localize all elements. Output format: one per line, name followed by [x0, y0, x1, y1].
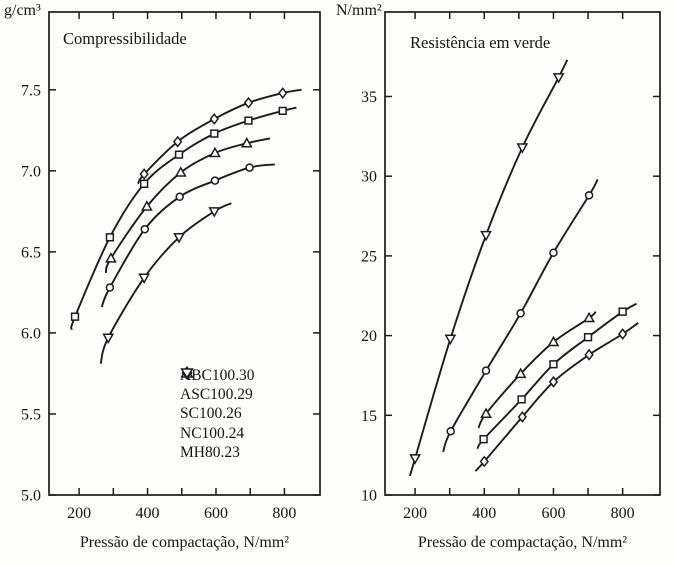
right-x-tick-label: 400 [472, 505, 496, 522]
right-series-SC100.26-curve [477, 310, 597, 429]
right-plot-frame [384, 11, 661, 496]
right-y-tick-label: 30 [361, 169, 377, 186]
right-series-MH80.23-marker [516, 143, 529, 154]
right-series-SC100.26-marker [480, 407, 492, 418]
right-y-tick-label: 15 [361, 408, 377, 425]
legend-item-sc100-26: SC100.26 [180, 366, 255, 424]
right-series-MH80.23-curve [408, 59, 569, 477]
left-chart-x-axis-label: Pressão de compactação, N/mm² [79, 534, 290, 551]
left-y-tick-label: 7.5 [21, 82, 41, 99]
left-plot-frame [48, 11, 321, 496]
left-series-ASC100.29-marker [139, 179, 149, 188]
legend-label: ASC100.29 [180, 386, 253, 404]
left-series-ASC100.29-marker [210, 129, 219, 138]
left-series-NC100.24-curve [100, 163, 275, 308]
right-series-ASC100.29-marker [517, 395, 526, 404]
right-x-tick-label: 600 [541, 505, 565, 522]
left-x-tick-label: 200 [67, 505, 91, 522]
left-series-SC100.26-marker [174, 166, 187, 177]
right-series-ASC100.29-curve [476, 302, 637, 450]
left-x-tick-label: 800 [272, 505, 296, 522]
left-chart-title: Compressibilidade [63, 29, 187, 48]
legend-label: MH80.23 [180, 444, 240, 462]
legend-item-mh80-23: MH80.23 [180, 368, 255, 463]
left-series-ABC100.30-marker [139, 168, 149, 180]
right-series-NC100.24-marker [549, 248, 558, 257]
left-series-ABC100.30-marker [278, 87, 288, 99]
left-series-SC100.26-marker [140, 200, 153, 211]
legend: ABC100.30 ASC100.29 SC100.26 NC100.24 MH… [180, 366, 255, 463]
left-series-NC100.24-marker [210, 176, 220, 185]
left-chart-y-unit-label: g/cm³ [4, 2, 41, 19]
left-series-ABC100.30-curve [137, 88, 302, 185]
left-y-tick-label: 6.0 [21, 325, 41, 342]
triangle-down-marker-icon [180, 368, 194, 380]
right-series-ASC100.29-marker [549, 360, 558, 369]
right-series-NC100.24-marker [446, 426, 455, 436]
left-y-tick-label: 7.0 [21, 163, 41, 180]
right-series-ASC100.29-marker [618, 307, 627, 316]
right-series-ABC100.30-marker [548, 375, 559, 388]
right-y-tick-label: 20 [361, 328, 377, 345]
right-series-ABC100.30-marker [617, 328, 628, 340]
right-chart-title: Resistência em verde [410, 33, 551, 52]
left-series-SC100.26-marker [209, 146, 221, 158]
left-series-MH80.23-marker [102, 333, 115, 345]
right-y-tick-label: 35 [361, 89, 377, 106]
left-series-MH80.23-marker [173, 233, 185, 244]
left-series-MH80.23-marker [138, 273, 151, 285]
legend-label: NC100.24 [180, 424, 245, 442]
right-x-tick-label: 800 [611, 505, 635, 522]
right-series-MH80.23-marker [552, 73, 565, 84]
right-series-ASC100.29-marker [479, 435, 488, 444]
right-y-tick-label: 10 [361, 488, 377, 505]
right-series-MH80.23-marker [480, 230, 492, 242]
right-series-ASC100.29-marker [583, 333, 593, 342]
right-series-ABC100.30-marker [517, 410, 527, 423]
left-series-MH80.23-marker [208, 207, 221, 218]
right-series-NC100.24-marker [584, 191, 594, 200]
left-series-NC100.24-marker [175, 192, 184, 202]
left-series-ASC100.29-marker [105, 233, 115, 242]
left-series-SC100.26-marker [105, 252, 117, 263]
left-y-tick-label: 5.5 [21, 406, 41, 423]
right-series-ABC100.30-marker [584, 348, 594, 361]
left-y-tick-label: 6.5 [21, 244, 41, 261]
left-series-NC100.24-marker [245, 163, 254, 172]
right-series-NC100.24-marker [481, 366, 491, 375]
left-series-ASC100.29-marker [174, 150, 184, 159]
right-series-SC100.26-marker [583, 311, 595, 323]
right-series-MH80.23-marker [444, 334, 457, 346]
right-series-ABC100.30-marker [479, 455, 489, 468]
legend-item-nc100-24: NC100.24 [180, 368, 255, 443]
right-series-NC100.24-marker [516, 309, 525, 318]
legend-label: SC100.26 [180, 405, 242, 423]
right-chart-y-unit-label: N/mm² [336, 2, 382, 19]
legend-label: ABC100.30 [180, 366, 255, 384]
left-series-ABC100.30-marker [173, 135, 183, 148]
right-x-tick-label: 200 [403, 505, 427, 522]
left-series-NC100.24-marker [140, 224, 150, 234]
left-x-tick-label: 400 [136, 505, 160, 522]
left-series-NC100.24-marker [105, 283, 115, 292]
left-y-tick-label: 5.0 [21, 488, 41, 505]
legend-item-asc100-29: ASC100.29 [180, 368, 255, 404]
left-series-ASC100.29-marker [244, 116, 253, 125]
left-x-tick-label: 600 [204, 505, 228, 522]
right-series-SC100.26-marker [514, 367, 527, 379]
left-series-SC100.26-marker [240, 137, 253, 148]
right-series-MH80.23-marker [409, 454, 421, 465]
right-series-SC100.26-marker [547, 335, 560, 347]
left-series-ASC100.29-marker [278, 106, 287, 116]
right-y-tick-label: 25 [361, 248, 377, 265]
left-series-MH80.23-curve [99, 202, 232, 364]
left-series-ASC100.29-marker [70, 312, 80, 321]
right-chart-x-axis-label: Pressão de compactação, N/mm² [417, 534, 628, 551]
left-series-ABC100.30-marker [243, 96, 254, 109]
left-series-ABC100.30-marker [209, 113, 219, 125]
